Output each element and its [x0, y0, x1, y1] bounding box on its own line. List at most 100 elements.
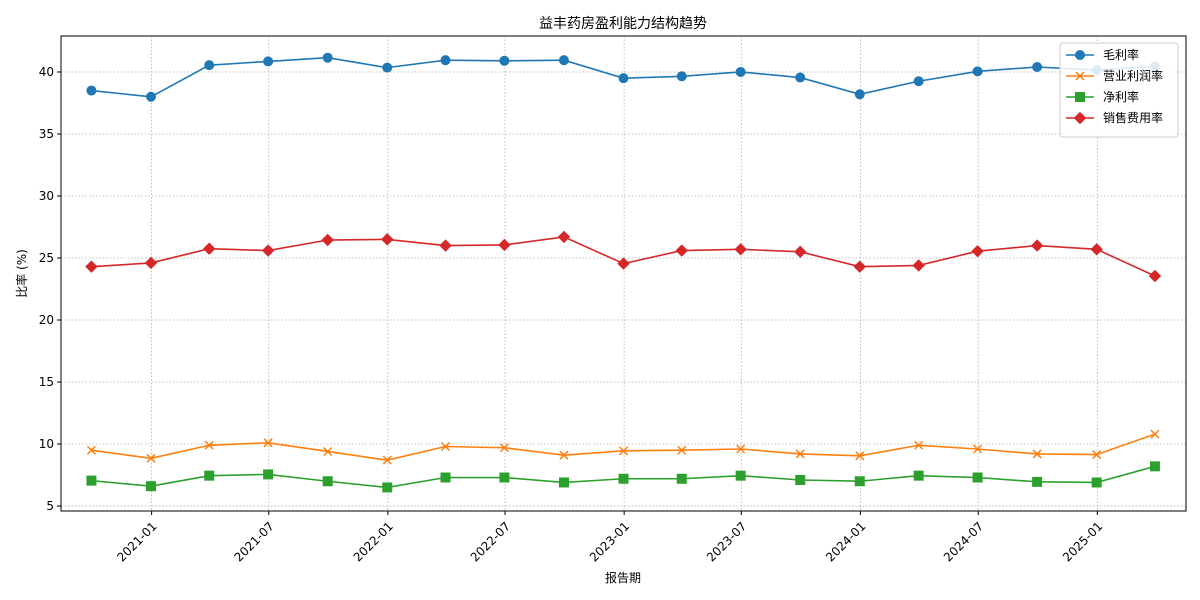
y-tick-label: 20 [39, 313, 54, 327]
data-point [382, 482, 393, 493]
data-point [617, 257, 630, 270]
legend-label: 营业利润率 [1103, 68, 1163, 83]
data-point [323, 446, 333, 457]
data-point [972, 66, 983, 77]
data-point [618, 473, 629, 484]
data-point [86, 445, 96, 455]
series-1 [86, 429, 1160, 465]
data-point [795, 474, 806, 485]
data-point [676, 71, 687, 82]
x-tick-label: 2025-01 [1060, 519, 1105, 564]
data-point [145, 91, 156, 102]
data-point [204, 60, 215, 71]
x-axis-title: 报告期 [605, 570, 641, 585]
data-point [1149, 461, 1160, 472]
data-point [499, 55, 510, 66]
y-tick-label: 30 [39, 189, 54, 203]
legend-marker [1075, 50, 1085, 60]
data-point [1092, 450, 1102, 460]
data-point [558, 55, 569, 66]
grid [61, 36, 1186, 511]
data-point [1150, 429, 1160, 439]
data-point [795, 72, 806, 83]
data-point [263, 56, 274, 67]
data-point [322, 476, 333, 487]
y-axis: 5 10 15 20 25 30 35 40 [39, 65, 61, 513]
data-point [795, 449, 805, 459]
x-tick-label: 2023-01 [587, 519, 632, 564]
data-point [1032, 62, 1043, 73]
x-tick-label: 2023-07 [704, 519, 749, 564]
data-point [914, 440, 924, 450]
legend-marker [1075, 92, 1085, 102]
data-point [677, 445, 687, 455]
data-point [261, 244, 275, 257]
data-point [1030, 239, 1044, 252]
series-line [91, 236, 1156, 277]
data-point [734, 243, 747, 256]
series-0 [86, 52, 1160, 102]
data-point [972, 472, 983, 483]
data-point [854, 89, 865, 100]
data-point [86, 85, 97, 96]
data-point [912, 259, 925, 272]
data-point [855, 451, 865, 461]
data-point [735, 66, 746, 77]
data-point [86, 475, 97, 486]
data-point [321, 233, 334, 247]
series-line [91, 433, 1156, 461]
data-point [618, 73, 629, 84]
data-point [263, 438, 273, 448]
x-tick-label: 2022-07 [468, 519, 513, 564]
data-point [1091, 477, 1102, 488]
x-tick-label: 2021-01 [114, 519, 159, 564]
data-point [439, 239, 452, 252]
legend-box [1059, 42, 1179, 138]
series-3 [85, 230, 1162, 283]
data-point [559, 450, 569, 460]
data-point [203, 242, 216, 255]
data-point [440, 441, 451, 452]
data-point [145, 481, 156, 492]
data-point [558, 477, 569, 488]
data-point [557, 230, 571, 244]
data-point [913, 76, 924, 87]
data-point [499, 443, 509, 453]
legend-marker [1073, 111, 1087, 125]
x-tick-label: 2024-07 [941, 519, 986, 564]
series-layer [85, 52, 1162, 493]
data-point [85, 260, 98, 273]
data-point [263, 469, 274, 480]
data-point [204, 440, 214, 450]
data-point [382, 62, 393, 73]
data-point [381, 233, 394, 246]
legend-label: 销售费用率 [1103, 110, 1163, 125]
data-point [440, 55, 451, 66]
legend-label: 净利率 [1103, 89, 1139, 104]
x-tick-label: 2024-01 [823, 519, 868, 564]
data-point [676, 473, 687, 484]
data-point [854, 476, 865, 487]
y-tick-label: 15 [39, 375, 54, 389]
data-point [853, 260, 866, 273]
data-point [618, 446, 629, 456]
data-point [1148, 269, 1162, 283]
data-point [913, 470, 924, 481]
y-tick-label: 10 [39, 437, 54, 451]
data-point [794, 245, 807, 259]
data-point [146, 453, 156, 463]
data-point [1032, 449, 1042, 459]
data-point [382, 455, 392, 465]
y-tick-label: 40 [39, 65, 54, 79]
data-point [499, 472, 510, 483]
series-2 [86, 461, 1160, 493]
data-point [204, 470, 215, 481]
x-tick-label: 2022-01 [351, 519, 396, 564]
data-point [736, 444, 746, 454]
data-point [971, 244, 984, 258]
y-tick-label: 5 [46, 499, 54, 513]
y-tick-label: 25 [39, 251, 54, 265]
x-axis: 2021-01 2021-07 2022-01 2022-07 2023-01 2023-… [114, 511, 1105, 565]
